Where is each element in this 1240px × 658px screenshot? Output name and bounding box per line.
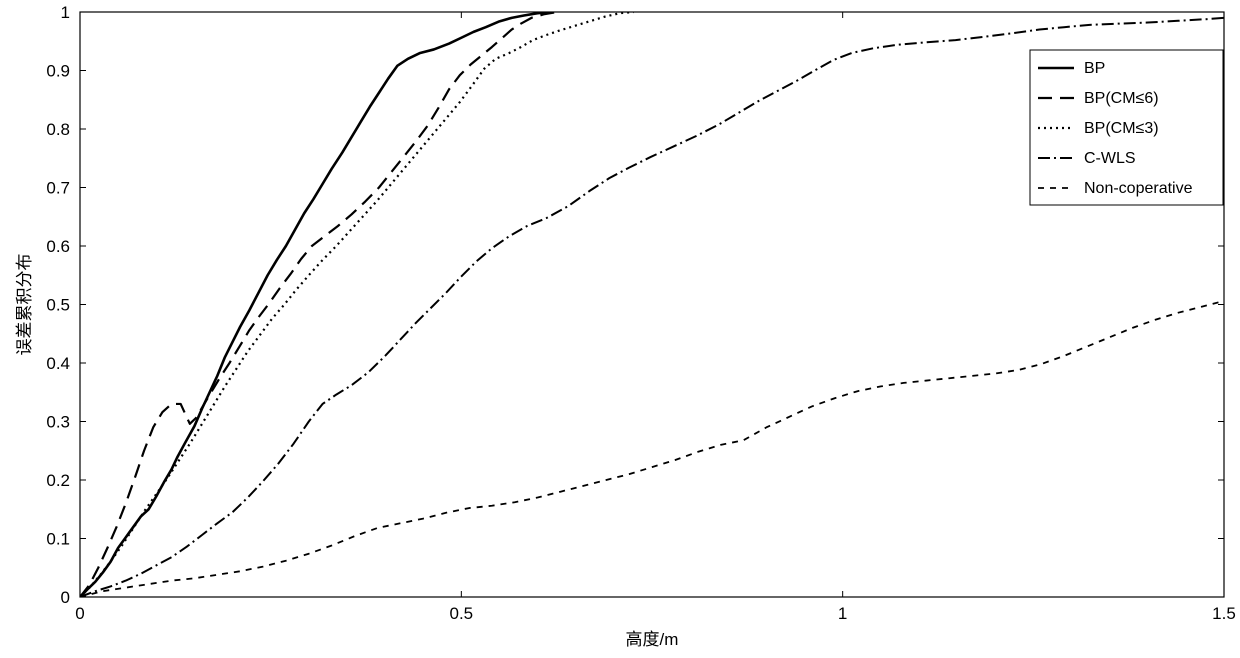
legend-label: BP(CM≤6) <box>1084 90 1159 107</box>
legend-label: C-WLS <box>1084 150 1136 167</box>
y-tick-label: 0.4 <box>46 354 70 373</box>
x-tick-label: 1.5 <box>1212 604 1236 623</box>
y-tick-label: 0.9 <box>46 62 70 81</box>
chart-svg: 0 0.5 1 1.5 0 0.1 0.2 0.3 0.4 0.5 0.6 0.7 0.8 0.9 1 高度/… <box>0 0 1240 658</box>
y-tick-label: 0.3 <box>46 413 70 432</box>
x-tick-label: 1 <box>838 604 847 623</box>
series-line <box>80 301 1224 597</box>
y-tick-label: 0 <box>61 588 70 607</box>
x-axis-label: 高度/m <box>626 630 679 649</box>
y-tick-label: 0.2 <box>46 471 70 490</box>
cdf-chart: 0 0.5 1 1.5 0 0.1 0.2 0.3 0.4 0.5 0.6 0.7 0.8 0.9 1 高度/… <box>0 0 1240 658</box>
y-tick-label: 0.1 <box>46 530 70 549</box>
y-tick-label: 0.7 <box>46 179 70 198</box>
y-tick-label: 1 <box>61 3 70 22</box>
series-line <box>80 12 557 597</box>
legend-label: BP(CM≤3) <box>1084 120 1159 137</box>
y-tick-label: 0.5 <box>46 296 70 315</box>
y-axis-label: 误差累积分布 <box>15 254 34 356</box>
y-tick-label: 0.6 <box>46 237 70 256</box>
x-tick-label: 0.5 <box>450 604 474 623</box>
legend-label: Non-coperative <box>1084 180 1193 197</box>
x-tick-label: 0 <box>75 604 84 623</box>
y-tick-label: 0.8 <box>46 120 70 139</box>
legend-label: BP <box>1084 60 1105 77</box>
series-line <box>80 12 634 597</box>
series-line <box>80 12 551 597</box>
